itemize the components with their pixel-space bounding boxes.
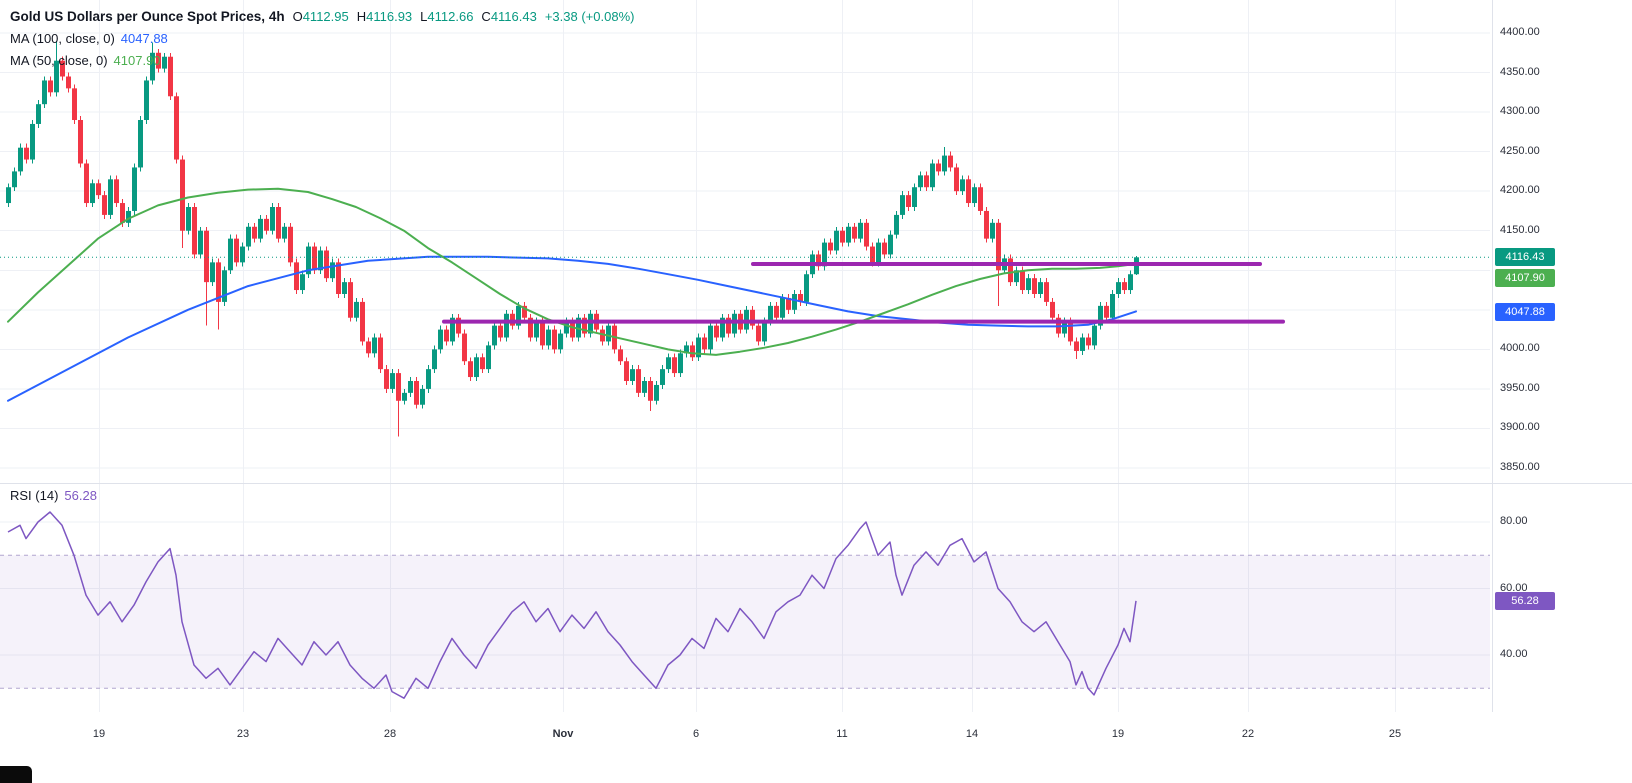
price-tick-label: 4200.00 (1500, 184, 1540, 197)
price-badge: 4107.90 (1495, 269, 1555, 287)
symbol-title: Gold US Dollars per Ounce Spot Prices, 4… (10, 8, 285, 24)
time-tick-label: 22 (1241, 728, 1255, 740)
time-tick-label: Nov (552, 728, 574, 740)
price-tick-label: 3950.00 (1500, 381, 1540, 394)
price-tick-label: 3850.00 (1500, 461, 1540, 473)
time-tick-label: 19 (92, 728, 106, 740)
rsi-legend-row[interactable]: RSI (14) 56.28 (10, 488, 97, 503)
price-tick-label: 4300.00 (1500, 105, 1540, 118)
rsi-value: 56.28 (64, 488, 97, 503)
ma50-label: MA (50, close, 0) (10, 52, 108, 68)
ma100-label: MA (100, close, 0) (10, 30, 115, 46)
rsi-tick-label: 60.00 (1500, 581, 1528, 594)
price-tick-label: 4400.00 (1500, 26, 1540, 38)
price-change: +3.38 (+0.08%) (544, 8, 635, 24)
ma50-legend-row[interactable]: MA (50, close, 0) 4107.90 (10, 49, 634, 71)
chart-legend: Gold US Dollars per Ounce Spot Prices, 4… (10, 5, 634, 71)
price-tick-label: 4250.00 (1500, 144, 1540, 157)
ohlc-open: O4112.95 (292, 8, 349, 24)
price-badge: 4116.43 (1495, 248, 1555, 266)
rsi-tick-label: 80.00 (1500, 515, 1528, 527)
time-tick-label: 23 (236, 728, 250, 740)
rsi-label: RSI (14) (10, 488, 59, 503)
price-tick-label: 3900.00 (1500, 421, 1540, 434)
price-tick-label: 4000.00 (1500, 342, 1540, 355)
price-tick-label: 4350.00 (1500, 65, 1540, 78)
time-tick-label: 6 (692, 728, 700, 740)
ma100-legend-row[interactable]: MA (100, close, 0) 4047.88 (10, 27, 634, 49)
time-axis[interactable]: 19 23 28 Nov 6 11 14 19 22 25 (0, 712, 1632, 783)
time-tick-label: 28 (383, 728, 397, 740)
ma50-value: 4107.90 (113, 52, 161, 68)
ohlc-high: H4116.93 (356, 8, 413, 24)
time-tick-label: 25 (1388, 728, 1402, 740)
rsi-tick-label: 40.00 (1500, 648, 1528, 660)
bottom-left-artifact (0, 766, 32, 783)
time-tick-label: 19 (1111, 728, 1125, 740)
symbol-title-row[interactable]: Gold US Dollars per Ounce Spot Prices, 4… (10, 5, 634, 27)
price-badge: 4047.88 (1495, 303, 1555, 321)
time-tick-label: 14 (965, 728, 979, 740)
time-tick-label: 11 (836, 728, 848, 740)
ma100-value: 4047.88 (120, 30, 168, 46)
rsi-badge: 56.28 (1495, 592, 1555, 610)
ohlc-low: L4112.66 (420, 8, 474, 24)
ohlc-close: C4116.43 (481, 8, 537, 24)
price-tick-label: 4150.00 (1500, 223, 1540, 236)
price-axis[interactable]: 4400.00 4350.00 4300.00 4250.00 4200.00 4150.… (1493, 0, 1632, 712)
